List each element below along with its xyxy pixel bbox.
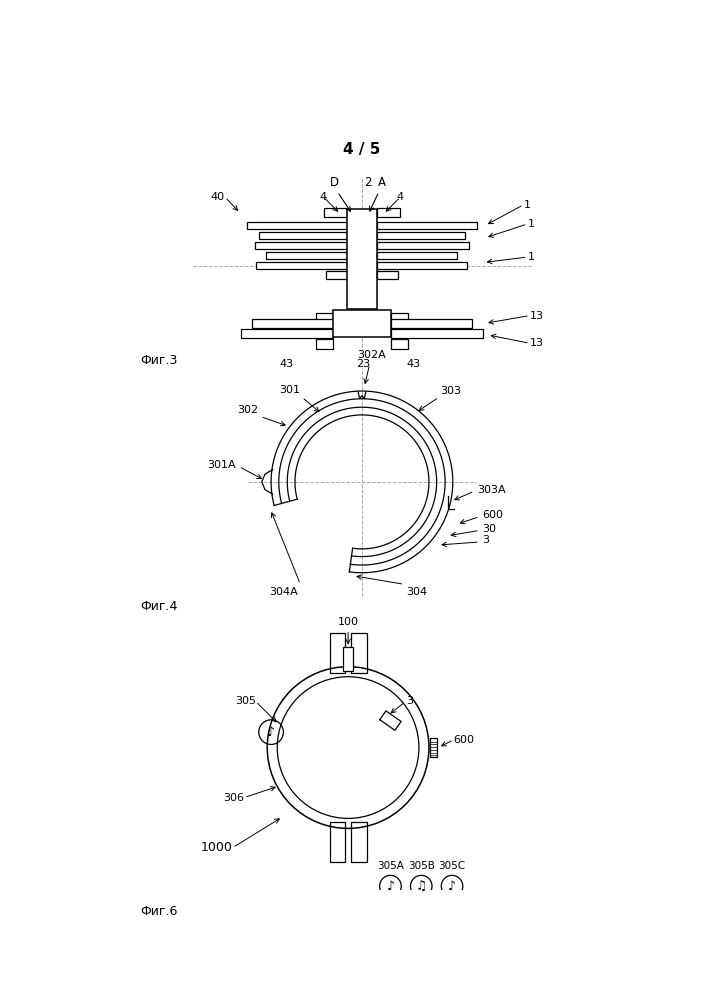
Bar	[333, 310, 391, 337]
Text: 306: 306	[223, 793, 244, 803]
Text: 302A: 302A	[357, 350, 385, 360]
Text: 13: 13	[530, 338, 544, 348]
Text: 305: 305	[235, 696, 256, 706]
Bar	[391, 339, 408, 349]
Bar	[351, 822, 366, 862]
Text: 1000: 1000	[201, 841, 233, 854]
Bar	[240, 329, 333, 338]
Bar	[391, 312, 408, 322]
Text: 301A: 301A	[207, 460, 235, 470]
Bar	[377, 262, 467, 269]
Text: 43: 43	[407, 359, 421, 369]
Text: 43: 43	[280, 359, 294, 369]
Text: 1: 1	[524, 200, 531, 210]
Text: ♫: ♫	[416, 880, 427, 893]
Text: Фиг.3: Фиг.3	[140, 354, 177, 367]
Text: 4: 4	[397, 192, 404, 202]
Bar	[325, 208, 347, 217]
Text: 40: 40	[211, 192, 225, 202]
Bar	[377, 232, 465, 239]
Text: 302: 302	[238, 405, 259, 415]
Bar	[351, 633, 366, 673]
Bar	[391, 319, 472, 328]
Text: 305B: 305B	[408, 861, 435, 871]
Text: A: A	[378, 176, 386, 189]
Text: 301: 301	[279, 385, 300, 395]
Text: 304: 304	[406, 587, 427, 597]
Text: 23: 23	[356, 359, 370, 369]
Bar	[247, 222, 347, 229]
Bar	[252, 319, 333, 328]
Bar	[347, 209, 377, 309]
Text: 3: 3	[482, 535, 489, 545]
Bar	[431, 738, 437, 757]
Text: 303: 303	[440, 386, 462, 396]
Text: 100: 100	[338, 617, 358, 627]
Text: ♪: ♪	[448, 880, 456, 893]
Text: 1: 1	[527, 252, 534, 262]
Bar	[255, 242, 347, 249]
Text: 4: 4	[320, 192, 327, 202]
Text: ♪: ♪	[387, 880, 395, 893]
Bar	[377, 252, 457, 259]
Bar	[267, 252, 347, 259]
Text: 30: 30	[482, 524, 496, 534]
Bar	[377, 242, 469, 249]
Bar	[377, 222, 477, 229]
Text: D: D	[329, 176, 339, 189]
Bar	[329, 822, 345, 862]
Bar	[316, 339, 333, 349]
Text: Фиг.6: Фиг.6	[140, 905, 177, 918]
Text: 305A: 305A	[377, 861, 404, 871]
Text: 13: 13	[530, 311, 544, 321]
Text: 1: 1	[527, 219, 534, 229]
Bar	[259, 232, 347, 239]
Text: ♪: ♪	[267, 726, 275, 739]
Bar	[391, 329, 483, 338]
Text: 2: 2	[364, 176, 372, 189]
Text: Фиг.4: Фиг.4	[140, 600, 177, 613]
Bar	[377, 271, 398, 279]
Bar	[326, 271, 347, 279]
Bar	[316, 312, 333, 322]
Bar	[343, 647, 354, 671]
Bar	[377, 208, 399, 217]
Text: 3: 3	[406, 696, 413, 706]
Bar	[257, 262, 347, 269]
Text: 600: 600	[454, 735, 474, 745]
Text: 600: 600	[482, 510, 503, 520]
Text: 304A: 304A	[269, 587, 298, 597]
Bar	[329, 633, 345, 673]
Text: 4 / 5: 4 / 5	[344, 142, 380, 157]
Text: 303A: 303A	[477, 485, 506, 495]
Text: 305C: 305C	[438, 861, 466, 871]
